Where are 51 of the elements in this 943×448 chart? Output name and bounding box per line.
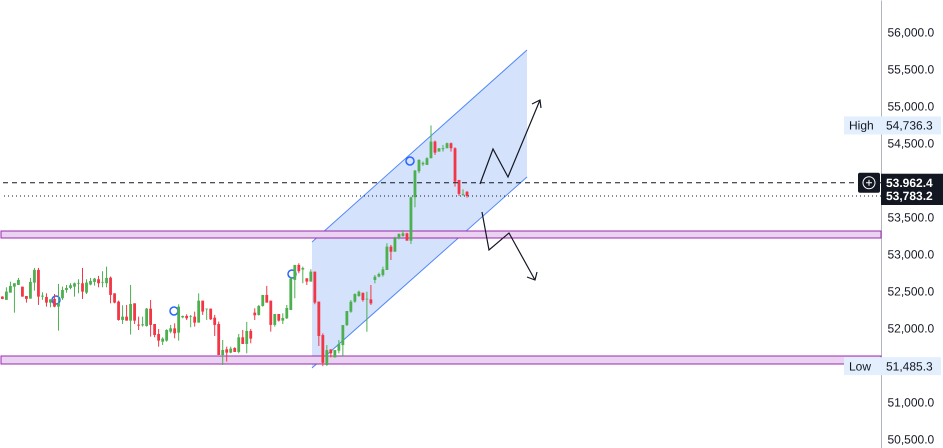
candlestick (61, 286, 64, 300)
candlestick (157, 328, 160, 348)
ref-line-label: 53,962.4 (886, 176, 934, 190)
candlestick (149, 299, 152, 338)
candlestick (105, 266, 108, 288)
y-tick-label: 56,000.0 (888, 25, 935, 40)
candlestick (450, 142, 452, 152)
y-tick-label: 53,000.0 (888, 247, 935, 262)
candlestick (390, 244, 392, 260)
candlestick (125, 304, 128, 322)
y-tick-label: 55,500.0 (888, 62, 935, 76)
candlestick (370, 284, 372, 306)
candlestick (57, 283, 60, 332)
candlestick (434, 140, 436, 156)
candlestick (165, 328, 168, 342)
y-tick-label: 53,500.0 (888, 210, 935, 224)
candlestick (45, 292, 48, 308)
candlestick (257, 304, 260, 316)
candlestick (394, 236, 396, 252)
candlestick (137, 316, 140, 330)
y-tick-label: 51,000.0 (888, 396, 935, 410)
text: 51,485.3 (886, 359, 934, 374)
candlestick (253, 308, 256, 320)
candlestick (430, 124, 432, 159)
candlestick (205, 308, 208, 320)
candlestick (13, 282, 16, 314)
y-tick-label: 52,000.0 (888, 322, 935, 336)
annotation: Low (849, 359, 872, 374)
candlestick (133, 302, 136, 324)
candlestick (129, 284, 132, 336)
candlestick (353, 292, 356, 304)
y-tick-label: 54,500.0 (888, 136, 935, 150)
y-tick-label: 55,000.0 (888, 99, 935, 114)
candlestick (53, 293, 56, 308)
text: 54,736.3 (886, 118, 934, 133)
candlestick (85, 278, 88, 294)
y-tick-label: 52,500.0 (888, 284, 935, 299)
candlestick (341, 324, 344, 358)
candlestick (121, 304, 124, 324)
candlestick (81, 267, 84, 300)
candlestick (365, 291, 368, 332)
candlestick (97, 275, 100, 288)
candlestick (73, 282, 76, 298)
candlestick (193, 311, 196, 328)
candlestick (5, 286, 8, 300)
candlestick (145, 307, 148, 328)
candlestick (109, 276, 112, 304)
y-tick-label: 50,500.0 (888, 432, 935, 447)
annotation: High (849, 118, 874, 133)
ref-line-label: 53,783.2 (886, 189, 934, 204)
candlestick (173, 322, 176, 339)
